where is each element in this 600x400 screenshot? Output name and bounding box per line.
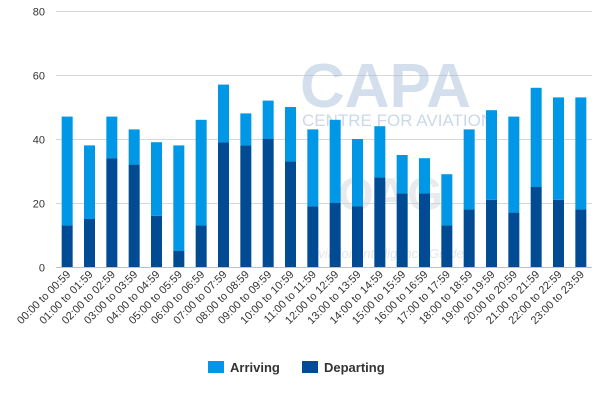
bar-departing: [173, 251, 185, 267]
watermark-brand-sub: CENTRE FOR AVIATION: [302, 111, 493, 130]
bars: [61, 84, 587, 267]
y-axis: 0 20 40 60 80: [33, 7, 45, 275]
bar-arriving: [441, 174, 453, 226]
bar-arriving: [352, 139, 363, 207]
bar-arriving: [530, 87, 542, 187]
bar-arriving: [374, 126, 386, 178]
legend-swatch: [208, 361, 224, 373]
y-tick-label: 20: [33, 199, 45, 211]
bar-arriving: [195, 119, 207, 226]
bar-departing: [285, 161, 296, 267]
bar-arriving: [262, 100, 274, 139]
bar-arriving: [218, 84, 229, 143]
bar-departing: [128, 164, 140, 267]
bar-departing: [374, 177, 386, 267]
bar-departing: [262, 139, 274, 267]
y-tick-label: 0: [39, 263, 45, 275]
bar-departing: [486, 199, 497, 267]
bar-arriving: [240, 113, 252, 146]
bar-departing: [61, 225, 73, 267]
bar-departing: [352, 206, 363, 267]
bar-arriving: [61, 116, 73, 226]
bar-arriving: [508, 116, 520, 213]
bar-arriving: [419, 158, 430, 194]
bar-departing: [151, 215, 162, 267]
legend-label: Arriving: [230, 360, 280, 375]
legend: Arriving Departing: [208, 360, 385, 375]
bar-departing: [441, 225, 453, 267]
bar-departing: [106, 158, 118, 267]
bar-arriving: [84, 145, 95, 219]
bar-arriving: [553, 97, 564, 200]
bar-arriving: [173, 145, 185, 251]
bar-departing: [463, 209, 475, 267]
legend-label: Departing: [324, 360, 385, 375]
bar-arriving: [396, 155, 408, 194]
bar-departing: [195, 225, 207, 267]
bar-departing: [329, 203, 341, 267]
y-tick-label: 40: [33, 135, 45, 147]
bar-departing: [419, 193, 430, 267]
bar-arriving: [463, 129, 475, 210]
watermark-brand: CAPA: [300, 52, 471, 121]
bar-departing: [218, 142, 229, 267]
bar-arriving: [307, 129, 319, 207]
legend-swatch: [302, 361, 318, 373]
bar-arriving: [128, 129, 140, 165]
y-tick-label: 60: [33, 71, 45, 83]
bar-departing: [508, 212, 520, 267]
y-tick-label: 80: [33, 7, 45, 19]
bar-arriving: [575, 97, 587, 210]
bar-arriving: [486, 110, 497, 200]
bar-arriving: [151, 142, 162, 216]
bar-arriving: [285, 107, 296, 162]
bar-arriving: [106, 116, 118, 159]
bar-arriving: [329, 119, 341, 203]
bar-departing: [575, 209, 587, 267]
bar-departing: [530, 187, 542, 267]
bar-departing: [84, 219, 95, 267]
bar-departing: [307, 206, 319, 267]
bar-departing: [240, 145, 252, 267]
bar-departing: [553, 199, 564, 267]
bar-departing: [396, 193, 408, 267]
gridlines: [56, 11, 592, 268]
